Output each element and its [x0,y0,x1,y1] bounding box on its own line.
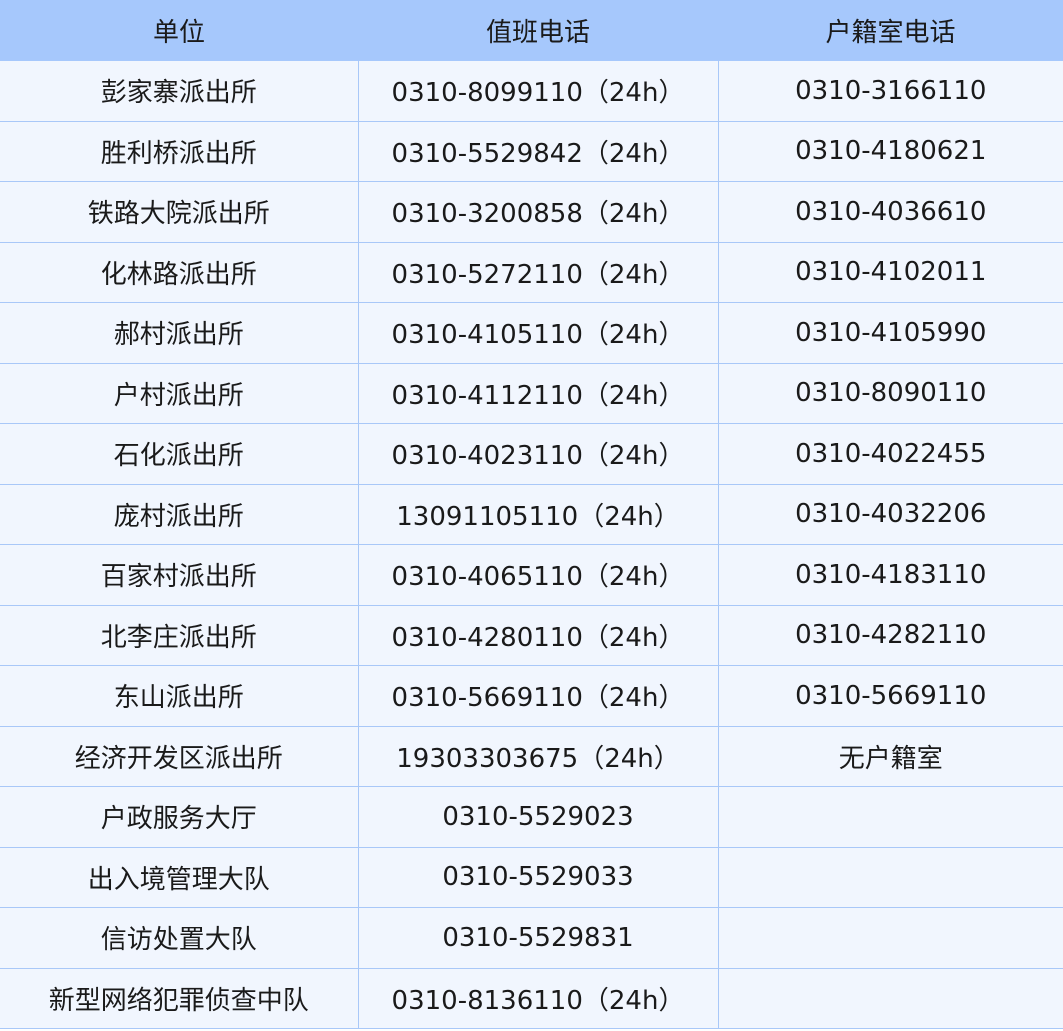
unit-cell: 出入境管理大队 [0,846,359,908]
unit-cell: 庞村派出所 [0,483,359,545]
duty-phone-cell: 0310-3200858（24h） [357,181,719,243]
unit-cell: 北李庄派出所 [0,604,359,666]
unit-cell: 化林路派出所 [0,241,359,303]
table-row: 东山派出所 0310-5669110（24h） 0310-5669110 [0,665,1063,727]
table-row: 庞村派出所 13091105110（24h） 0310-4032206 [0,483,1063,545]
duty-phone-cell: 0310-8136110（24h） [357,967,719,1029]
duty-phone-cell: 0310-8099110（24h） [357,61,719,122]
duty-phone-cell: 0310-4112110（24h） [357,362,719,424]
table-row: 化林路派出所 0310-5272110（24h） 0310-4102011 [0,241,1063,303]
duty-phone-cell: 0310-5669110（24h） [357,665,719,727]
registry-phone-cell [717,846,1063,908]
duty-phone-cell: 0310-5272110（24h） [357,241,719,303]
table-row: 彭家寨派出所 0310-8099110（24h） 0310-3166110 [0,61,1063,122]
registry-phone-cell [717,786,1063,848]
table-row: 石化派出所 0310-4023110（24h） 0310-4022455 [0,423,1063,485]
unit-cell: 百家村派出所 [0,544,359,606]
duty-phone-cell: 0310-4023110（24h） [357,423,719,485]
registry-phone-cell: 0310-8090110 [717,362,1063,424]
unit-cell: 郝村派出所 [0,302,359,364]
registry-phone-cell: 0310-5669110 [717,665,1063,727]
unit-cell: 新型网络犯罪侦查中队 [0,967,359,1029]
header-registry-phone: 户籍室电话 [718,0,1063,61]
registry-phone-cell [717,907,1063,969]
registry-phone-cell: 0310-4180621 [717,120,1063,182]
registry-phone-cell: 0310-4022455 [717,423,1063,485]
registry-phone-cell [717,967,1063,1029]
table-row: 北李庄派出所 0310-4280110（24h） 0310-4282110 [0,604,1063,666]
registry-phone-cell: 0310-4032206 [717,483,1063,545]
table-row: 新型网络犯罪侦查中队 0310-8136110（24h） [0,967,1063,1029]
registry-phone-cell: 0310-4102011 [717,241,1063,303]
duty-phone-cell: 0310-5529842（24h） [357,120,719,182]
unit-cell: 石化派出所 [0,423,359,485]
duty-phone-cell: 19303303675（24h） [357,725,719,787]
registry-phone-cell: 0310-3166110 [717,61,1063,122]
duty-phone-cell: 13091105110（24h） [357,483,719,545]
table-row: 户村派出所 0310-4112110（24h） 0310-8090110 [0,362,1063,424]
registry-phone-cell: 0310-4282110 [717,604,1063,666]
unit-cell: 彭家寨派出所 [0,61,359,122]
header-duty-phone: 值班电话 [358,0,718,61]
registry-phone-cell: 0310-4105990 [717,302,1063,364]
table-row: 出入境管理大队 0310-5529033 [0,846,1063,908]
duty-phone-cell: 0310-5529831 [357,907,719,969]
table-row: 铁路大院派出所 0310-3200858（24h） 0310-4036610 [0,181,1063,243]
table-row: 信访处置大队 0310-5529831 [0,907,1063,969]
table-row: 百家村派出所 0310-4065110（24h） 0310-4183110 [0,544,1063,606]
unit-cell: 经济开发区派出所 [0,725,359,787]
table-row: 胜利桥派出所 0310-5529842（24h） 0310-4180621 [0,120,1063,182]
table-row: 经济开发区派出所 19303303675（24h） 无户籍室 [0,725,1063,787]
unit-cell: 户政服务大厅 [0,786,359,848]
unit-cell: 户村派出所 [0,362,359,424]
header-unit: 单位 [0,0,358,61]
registry-phone-cell: 0310-4183110 [717,544,1063,606]
table-row: 郝村派出所 0310-4105110（24h） 0310-4105990 [0,302,1063,364]
duty-phone-cell: 0310-4105110（24h） [357,302,719,364]
unit-cell: 信访处置大队 [0,907,359,969]
registry-phone-cell: 无户籍室 [717,725,1063,787]
registry-phone-cell: 0310-4036610 [717,181,1063,243]
header-row: 单位 值班电话 户籍室电话 [0,0,1063,61]
duty-phone-cell: 0310-4065110（24h） [357,544,719,606]
unit-cell: 胜利桥派出所 [0,120,359,182]
unit-cell: 铁路大院派出所 [0,181,359,243]
duty-phone-cell: 0310-5529023 [357,786,719,848]
duty-phone-cell: 0310-4280110（24h） [357,604,719,666]
table-row: 户政服务大厅 0310-5529023 [0,786,1063,848]
duty-phone-cell: 0310-5529033 [357,846,719,908]
unit-cell: 东山派出所 [0,665,359,727]
